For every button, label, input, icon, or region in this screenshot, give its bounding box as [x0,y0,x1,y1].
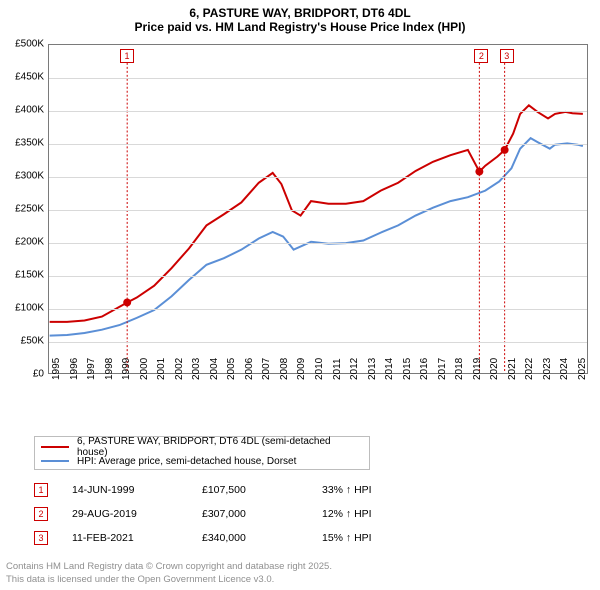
sale-date: 11-FEB-2021 [72,532,202,544]
sale-marker-badge: 1 [120,49,134,63]
chart-plot: 1 23 [48,44,588,374]
attribution-line2: This data is licensed under the Open Gov… [6,574,332,586]
sale-row-badge: 3 [34,531,48,545]
sale-price: £307,000 [202,508,322,520]
sale-marker-badge: 3 [500,49,514,63]
y-tick-label: £250K [8,204,44,215]
sale-pct: 12% ↑ HPI [322,508,442,520]
sale-price: £107,500 [202,484,322,496]
attribution: Contains HM Land Registry data © Crown c… [6,561,332,586]
sale-row-badge: 1 [34,483,48,497]
sale-row-badge: 2 [34,507,48,521]
gridline [49,144,587,145]
gridline [49,78,587,79]
series-line [50,105,583,321]
y-tick-label: £350K [8,138,44,149]
chart-title-line1: 6, PASTURE WAY, BRIDPORT, DT6 4DL [0,6,600,20]
sale-marker-dot [501,146,509,154]
chart-area: 1 23 £0 £50K £100K £150K £200K £250K £300K £350K… [8,44,592,398]
sale-row: 3 11-FEB-2021£340,00015% ↑ HPI [34,526,574,550]
gridline [49,342,587,343]
y-tick-label: £400K [8,105,44,116]
sale-marker-dot [123,299,131,307]
sale-pct: 15% ↑ HPI [322,532,442,544]
y-tick-label: £450K [8,72,44,83]
sale-marker-badge: 2 [474,49,488,63]
legend: 6, PASTURE WAY, BRIDPORT, DT6 4DL (semi-… [34,436,370,470]
y-tick-label: £100K [8,303,44,314]
legend-swatch [41,446,69,448]
y-tick-label: £50K [8,336,44,347]
series-line [50,138,583,335]
sale-pct: 33% ↑ HPI [322,484,442,496]
chart-title-line2: Price paid vs. HM Land Registry's House … [0,20,600,34]
gridline [49,210,587,211]
sale-date: 29-AUG-2019 [72,508,202,520]
sales-table: 1 14-JUN-1999£107,50033% ↑ HPI 2 29-AUG-201… [34,478,574,550]
sale-row: 2 29-AUG-2019£307,00012% ↑ HPI [34,502,574,526]
x-tick-label: 2025 [577,358,600,380]
gridline [49,276,587,277]
y-tick-label: £300K [8,171,44,182]
y-tick-label: £500K [8,39,44,50]
legend-swatch [41,460,69,462]
y-tick-label: £150K [8,270,44,281]
sale-price: £340,000 [202,532,322,544]
attribution-line1: Contains HM Land Registry data © Crown c… [6,561,332,573]
sale-date: 14-JUN-1999 [72,484,202,496]
chart-lines [49,45,587,373]
gridline [49,243,587,244]
legend-label: HPI: Average price, semi-detached house,… [77,456,296,467]
y-tick-label: £200K [8,237,44,248]
gridline [49,177,587,178]
gridline [49,309,587,310]
gridline [49,111,587,112]
legend-item: 6, PASTURE WAY, BRIDPORT, DT6 4DL (semi-… [41,440,363,454]
sale-row: 1 14-JUN-1999£107,50033% ↑ HPI [34,478,574,502]
sale-marker-dot [475,168,483,176]
y-tick-label: £0 [8,369,44,380]
